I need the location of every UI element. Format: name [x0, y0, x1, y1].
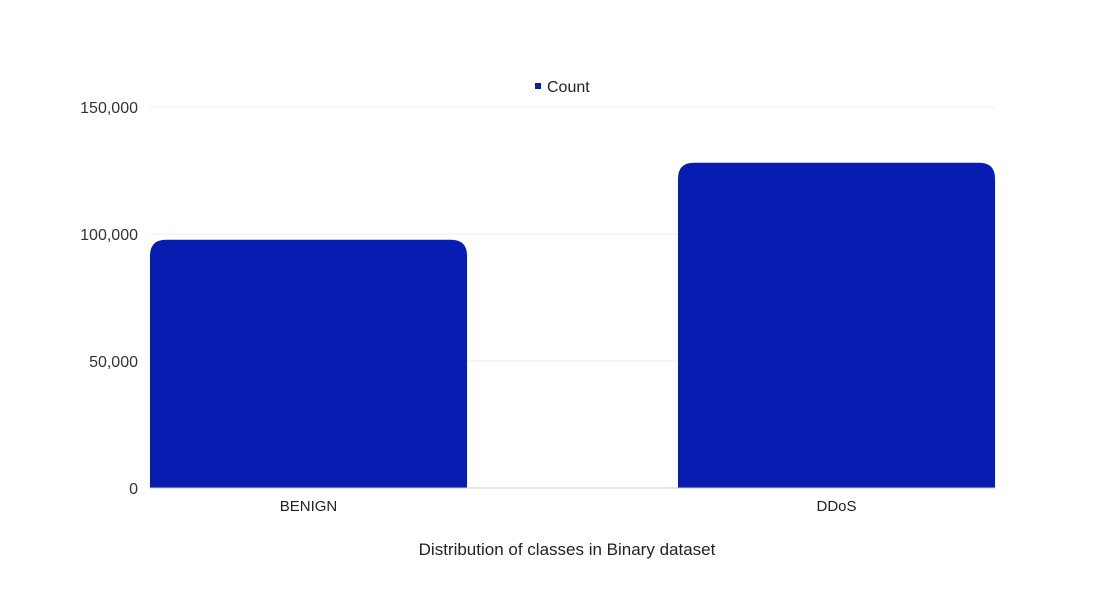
- x-axis-categories: BENIGN DDoS: [280, 498, 857, 515]
- chart-title: Distribution of classes in Binary datase…: [419, 540, 716, 559]
- y-axis-ticks: 0 50,000 100,000 150,000: [80, 100, 138, 498]
- legend-swatch-count: [535, 83, 541, 89]
- y-tick-label: 0: [129, 481, 138, 498]
- y-tick-label: 50,000: [89, 354, 138, 371]
- bars: [150, 162, 995, 489]
- legend: Count: [535, 79, 590, 96]
- legend-label-count: Count: [547, 79, 590, 96]
- bar-ddos: [678, 162, 995, 489]
- bar-benign: [150, 239, 467, 488]
- x-category-label: BENIGN: [280, 498, 338, 515]
- y-tick-label: 100,000: [80, 227, 138, 244]
- y-tick-label: 150,000: [80, 100, 138, 117]
- x-category-label: DDoS: [816, 498, 856, 515]
